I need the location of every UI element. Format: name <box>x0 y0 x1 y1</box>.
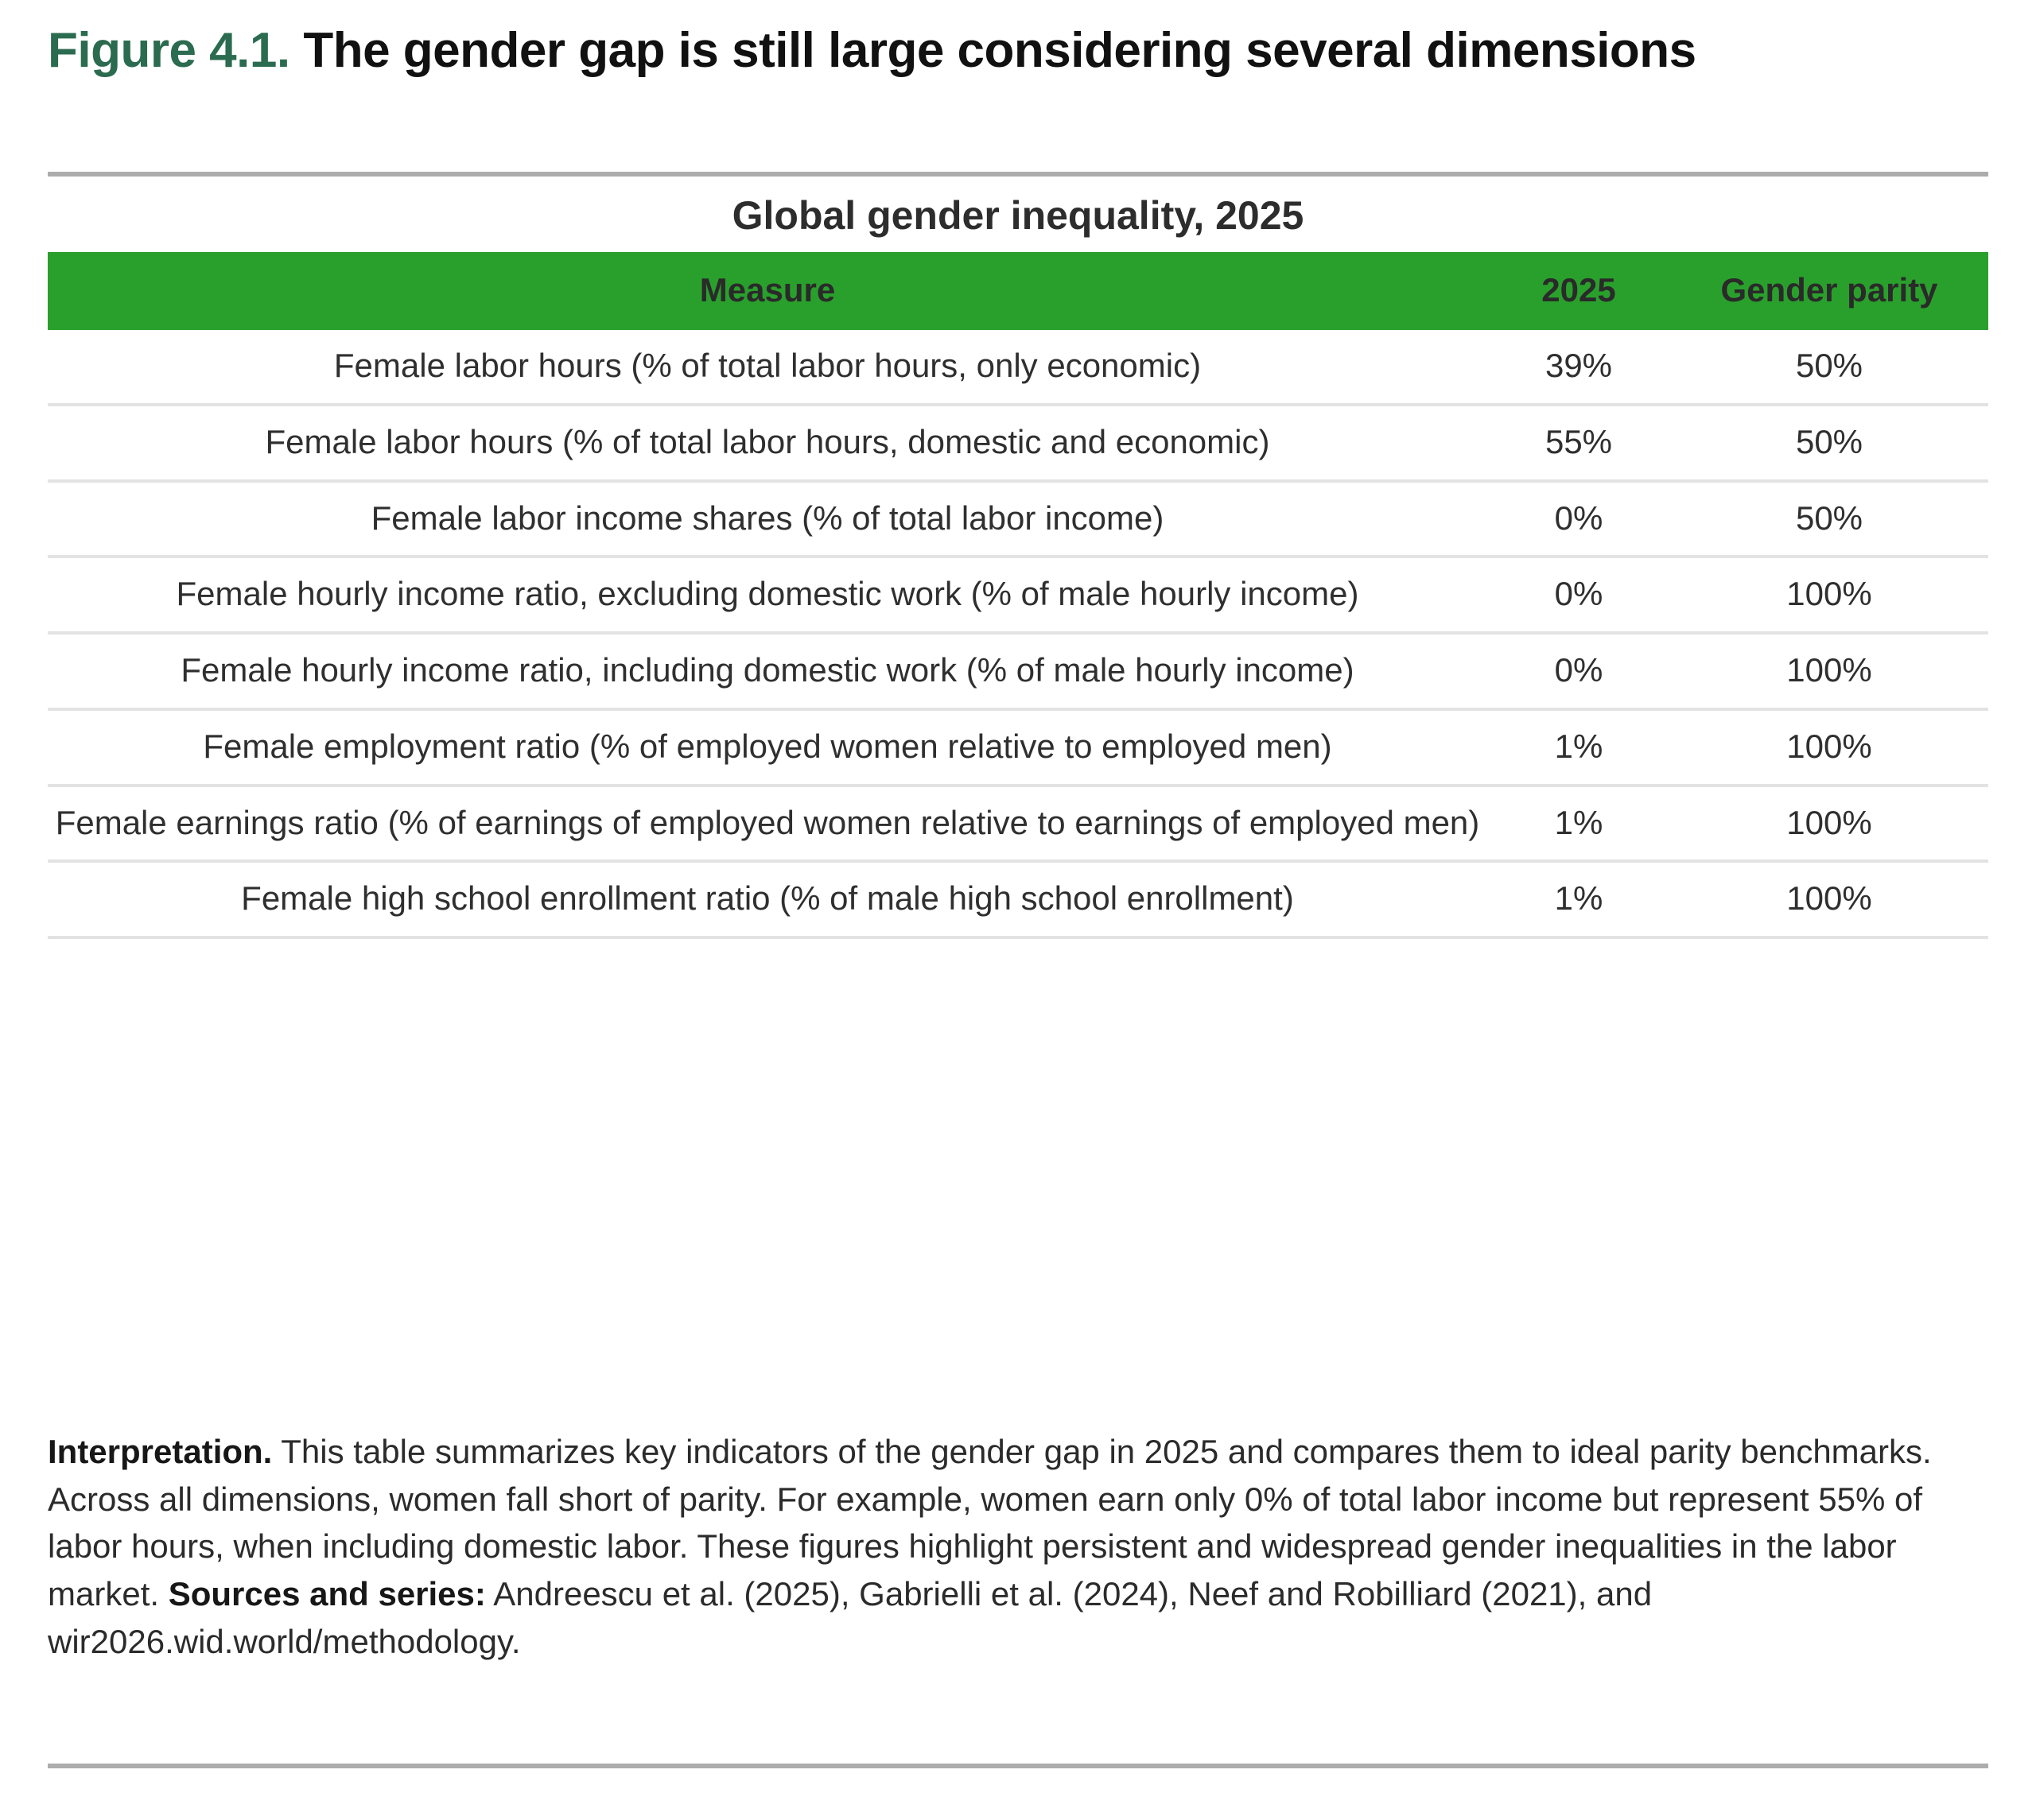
top-divider <box>48 172 1988 177</box>
cell-measure: Female employment ratio (% of employed w… <box>48 708 1487 787</box>
column-header-2025: 2025 <box>1541 271 1616 309</box>
table-row: Female hourly income ratio, excluding do… <box>48 557 1988 634</box>
cell-measure: Female hourly income ratio, including do… <box>48 633 1487 711</box>
cell-gender-parity: 50% <box>1670 404 1988 483</box>
cell-measure: Female high school enrollment ratio (% o… <box>48 861 1487 939</box>
cell-value-2025: 1% <box>1487 708 1670 787</box>
sources-body: Andreescu et al. (2025), Gabrielli et al… <box>48 1574 1653 1660</box>
figure-number: Figure 4.1. <box>48 23 290 78</box>
cell-measure: Female labor hours (% of total labor hou… <box>48 330 1487 406</box>
cell-value-2025: 0% <box>1487 557 1670 634</box>
column-header-measure: Measure <box>699 271 836 309</box>
cell-gender-parity: 100% <box>1670 861 1988 939</box>
cell-measure: Female labor income shares (% of total l… <box>48 480 1487 559</box>
table-caption: Global gender inequality, 2025 <box>732 193 1304 238</box>
cell-value-2025: 55% <box>1487 404 1670 483</box>
cell-gender-parity: 100% <box>1670 633 1988 711</box>
sources-label: Sources and series: <box>168 1574 486 1612</box>
table-block: Global gender inequality, 2025 Measure 2… <box>48 184 1988 939</box>
gender-inequality-table: Measure 2025 Gender parity Female labor … <box>48 252 1988 939</box>
cell-value-2025: 39% <box>1487 330 1670 406</box>
figure-title: Figure 4.1. The gender gap is still larg… <box>48 22 1988 79</box>
bottom-divider <box>48 1764 1988 1768</box>
cell-gender-parity: 100% <box>1670 557 1988 634</box>
figure-title-text <box>290 23 304 78</box>
cell-measure: Female earnings ratio (% of earnings of … <box>48 785 1487 863</box>
cell-measure: Female hourly income ratio, excluding do… <box>48 557 1487 634</box>
cell-value-2025: 0% <box>1487 480 1670 559</box>
cell-value-2025: 1% <box>1487 785 1670 863</box>
table-row: Female earnings ratio (% of earnings of … <box>48 785 1988 863</box>
table-header-row: Measure 2025 Gender parity <box>48 252 1988 330</box>
table-row: Female labor hours (% of total labor hou… <box>48 404 1988 483</box>
table-row: Female hourly income ratio, including do… <box>48 633 1988 711</box>
table-row: Female labor hours (% of total labor hou… <box>48 330 1988 406</box>
figure-headline: The gender gap is still large considerin… <box>303 23 1696 78</box>
interpretation-body: This table summarizes key indicators of … <box>48 1433 1932 1612</box>
cell-measure: Female labor hours (% of total labor hou… <box>48 404 1487 483</box>
column-header-gender-parity: Gender parity <box>1720 271 1938 309</box>
cell-gender-parity: 50% <box>1670 330 1988 406</box>
cell-value-2025: 0% <box>1487 633 1670 711</box>
table-head: Measure 2025 Gender parity <box>48 252 1988 330</box>
table-row: Female labor income shares (% of total l… <box>48 480 1988 559</box>
table-body: Female labor hours (% of total labor hou… <box>48 330 1988 939</box>
cell-gender-parity: 100% <box>1670 708 1988 787</box>
cell-gender-parity: 100% <box>1670 785 1988 863</box>
table-row: Female employment ratio (% of employed w… <box>48 708 1988 787</box>
interpretation-note: Interpretation. This table summarizes ke… <box>48 1428 1988 1665</box>
interpretation-label: Interpretation. <box>48 1433 273 1470</box>
table-row: Female high school enrollment ratio (% o… <box>48 861 1988 939</box>
cell-gender-parity: 50% <box>1670 480 1988 559</box>
cell-value-2025: 1% <box>1487 861 1670 939</box>
